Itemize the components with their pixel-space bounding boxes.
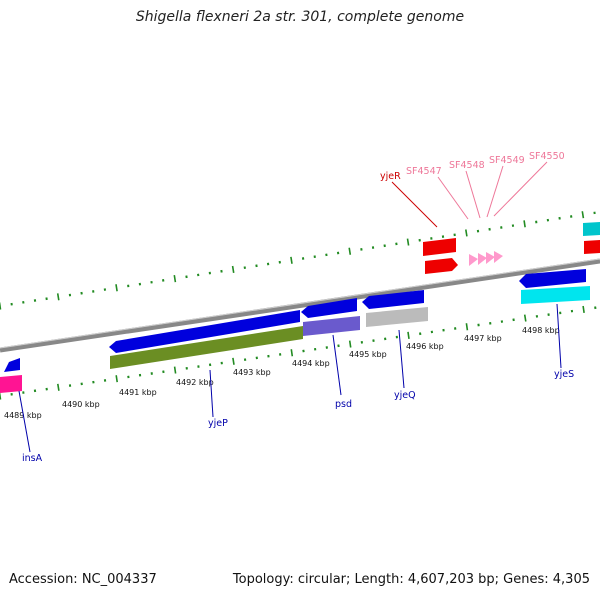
tick-label-4493: 4493 kbp bbox=[233, 368, 271, 377]
genome-summary-text: Topology: circular; Length: 4,607,203 bp… bbox=[232, 572, 590, 587]
gene-label-yjeQ[interactable]: yjeQ bbox=[394, 390, 416, 401]
inner-ring-major-tick bbox=[407, 331, 410, 340]
outer-ring-major-tick bbox=[56, 293, 60, 301]
leader-yjeS bbox=[556, 303, 562, 369]
gene-label-yjeS[interactable]: yjeS bbox=[554, 369, 574, 380]
feature-magenta-left[interactable] bbox=[0, 375, 22, 393]
gene-label-SF4549[interactable]: SF4549 bbox=[489, 155, 525, 166]
outer-scale-ring bbox=[0, 211, 596, 310]
feature-psd-arrow[interactable] bbox=[301, 298, 357, 318]
scale-labels: 4489 kbp 4490 kbp 4491 kbp 4492 kbp 4493… bbox=[4, 326, 560, 420]
outer-ring-major-tick bbox=[173, 274, 177, 283]
feature-yjeP-bar[interactable] bbox=[110, 326, 303, 369]
inner-ring-major-tick bbox=[173, 366, 177, 374]
gene-labels: insA yjeP psd yjeQ yjeS yjeR SF4547 SF45… bbox=[22, 151, 574, 464]
outer-ring-major-tick bbox=[581, 211, 585, 219]
inner-ring-major-tick bbox=[348, 340, 352, 348]
feature-yjeP-arrow[interactable] bbox=[109, 310, 300, 353]
outer-ring-major-tick bbox=[115, 284, 118, 292]
feature-yjeR-bar[interactable] bbox=[423, 238, 456, 256]
accession-text: Accession: NC_004337 bbox=[9, 572, 157, 587]
genome-backbone bbox=[0, 258, 600, 353]
tick-label-4494: 4494 kbp bbox=[292, 359, 330, 368]
tick-label-4489: 4489 kbp bbox=[4, 411, 42, 420]
gene-label-SF4548[interactable]: SF4548 bbox=[449, 160, 485, 171]
gene-label-yjeP[interactable]: yjeP bbox=[208, 418, 228, 429]
inner-ring-major-tick bbox=[290, 349, 294, 357]
feature-red-right[interactable] bbox=[584, 240, 600, 254]
inner-ring-major-tick bbox=[523, 314, 527, 322]
feature-SF4550-arrow[interactable] bbox=[494, 251, 503, 263]
tick-label-4491: 4491 kbp bbox=[119, 388, 157, 397]
outer-ring-major-tick bbox=[348, 247, 352, 255]
gene-label-insA[interactable]: insA bbox=[22, 453, 43, 464]
feature-blue-left[interactable] bbox=[4, 358, 20, 372]
leader-yjeQ bbox=[398, 329, 405, 389]
leader-SF4549 bbox=[486, 165, 504, 218]
leader-SF4547 bbox=[437, 176, 469, 220]
outer-ring-major-tick bbox=[290, 256, 293, 264]
feature-yjeS-arrow[interactable] bbox=[519, 269, 586, 288]
tick-label-4497: 4497 kbp bbox=[464, 334, 502, 343]
outer-ring-major-tick bbox=[465, 229, 468, 237]
genome-backbone-highlight bbox=[0, 258, 600, 349]
feature-SF4548-arrow[interactable] bbox=[478, 253, 487, 265]
leader-psd bbox=[332, 334, 342, 396]
feature-SF4549-arrow[interactable] bbox=[486, 252, 495, 264]
leader-yjeR bbox=[391, 181, 438, 228]
feature-SF4547-arrow[interactable] bbox=[469, 254, 478, 266]
gene-label-SF4547[interactable]: SF4547 bbox=[406, 166, 442, 177]
tick-label-4490: 4490 kbp bbox=[62, 400, 100, 409]
inner-scale-ring bbox=[0, 305, 597, 400]
feature-yjeR-arrow[interactable] bbox=[425, 258, 458, 274]
feature-cyan-right[interactable] bbox=[583, 222, 600, 236]
feature-yjeQ-bar[interactable] bbox=[366, 307, 428, 327]
leader-lines bbox=[18, 161, 562, 453]
tick-label-4492: 4492 kbp bbox=[176, 378, 214, 387]
outer-ring-major-tick bbox=[231, 265, 235, 274]
leader-SF4550 bbox=[493, 161, 548, 217]
inner-ring-major-tick bbox=[465, 323, 469, 331]
tick-label-4498: 4498 kbp bbox=[522, 326, 560, 335]
leader-SF4548 bbox=[465, 170, 481, 219]
leader-yjeP bbox=[209, 369, 214, 418]
map-title: Shigella flexneri 2a str. 301, complete … bbox=[135, 9, 465, 25]
inner-ring-major-tick bbox=[582, 305, 585, 314]
outer-ring-major-tick bbox=[0, 302, 2, 310]
outer-ring-major-tick bbox=[523, 220, 526, 228]
inner-ring-major-tick bbox=[57, 383, 60, 391]
feature-yjeS-bar[interactable] bbox=[521, 286, 590, 304]
gene-label-psd[interactable]: psd bbox=[335, 399, 352, 410]
feature-psd-bar[interactable] bbox=[303, 316, 360, 336]
feature-yjeQ-arrow[interactable] bbox=[362, 290, 424, 309]
tick-label-4495: 4495 kbp bbox=[349, 350, 387, 359]
inner-ring-major-tick bbox=[0, 392, 2, 400]
leader-insA bbox=[18, 390, 31, 453]
inner-ring-major-tick bbox=[232, 357, 235, 365]
gene-label-yjeR[interactable]: yjeR bbox=[380, 171, 401, 182]
inner-ring-major-tick bbox=[115, 375, 118, 383]
tick-label-4496: 4496 kbp bbox=[406, 342, 444, 351]
gene-label-SF4550[interactable]: SF4550 bbox=[529, 151, 565, 162]
outer-ring-major-tick bbox=[406, 238, 410, 246]
